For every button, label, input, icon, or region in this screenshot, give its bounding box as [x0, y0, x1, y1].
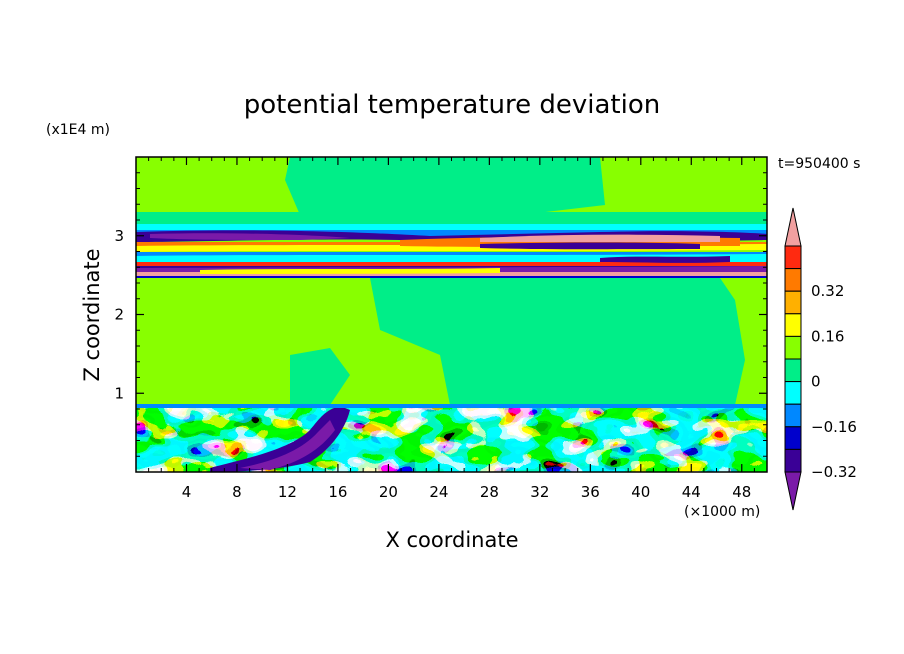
y-axis-label: Z coordinate	[80, 248, 104, 381]
x-tick-label: 32	[530, 483, 549, 501]
x-tick-label: 48	[732, 483, 751, 501]
x-axis-ticks: 4 8 12 16 20 24 28 32 36 40 44 48	[148, 157, 755, 501]
x-tick-label: 8	[232, 483, 242, 501]
boundary-cold-core	[240, 420, 335, 470]
time-label: t=950400 s	[778, 156, 860, 172]
x-tick-label: 44	[682, 483, 701, 501]
x-tick-label: 28	[480, 483, 499, 501]
colorbar-top-arrow	[784, 207, 802, 247]
colorbar-label: 0.16	[811, 327, 844, 345]
colorbar-swatch	[784, 358, 802, 383]
colorbar-label: 0	[811, 373, 821, 391]
y-unit-label: (x1E4 m)	[46, 122, 110, 138]
x-tick-label: 4	[182, 483, 192, 501]
x-tick-label: 16	[328, 483, 347, 501]
colorbar-label: −0.32	[811, 463, 857, 481]
region-mid-green-left	[290, 348, 350, 405]
x-unit-label: (×1000 m)	[684, 504, 760, 520]
colorbar-swatch	[784, 268, 802, 292]
x-tick-label: 20	[379, 483, 398, 501]
colorbar-swatch	[784, 448, 802, 473]
chart-title: potential temperature deviation	[244, 90, 660, 120]
colorbar-label: −0.16	[811, 418, 857, 436]
heatmap-field	[136, 157, 767, 472]
colorbar-label: 0.32	[811, 282, 844, 300]
colorbar-swatch	[784, 245, 802, 270]
x-tick-label: 12	[278, 483, 297, 501]
x-tick-label: 36	[581, 483, 600, 501]
layered-band	[136, 224, 767, 278]
y-tick-label: 1	[114, 384, 124, 402]
colorbar: 0.32 0.16 0 −0.16 −0.32	[784, 207, 857, 511]
colorbar-swatch	[784, 403, 802, 428]
colorbar-swatch	[784, 313, 802, 337]
y-axis-ticks: 1 2 3	[114, 172, 767, 457]
x-tick-label: 40	[631, 483, 650, 501]
boundary-cold-plume	[210, 406, 350, 472]
region-upper-green-band	[136, 212, 767, 226]
x-tick-label: 24	[429, 483, 448, 501]
colorbar-swatch	[784, 290, 802, 315]
region-mid-green	[370, 278, 745, 405]
colorbar-bottom-arrow	[784, 471, 802, 511]
colorbar-swatch	[784, 381, 802, 405]
region-upper-green-patch	[285, 157, 605, 215]
x-axis-label: X coordinate	[385, 528, 518, 552]
boundary-layer	[136, 405, 767, 472]
colorbar-swatch	[784, 335, 802, 360]
y-tick-label: 3	[114, 227, 124, 245]
colorbar-swatch	[784, 426, 802, 450]
y-tick-label: 2	[114, 306, 124, 324]
boundary-top-edge	[136, 404, 767, 408]
